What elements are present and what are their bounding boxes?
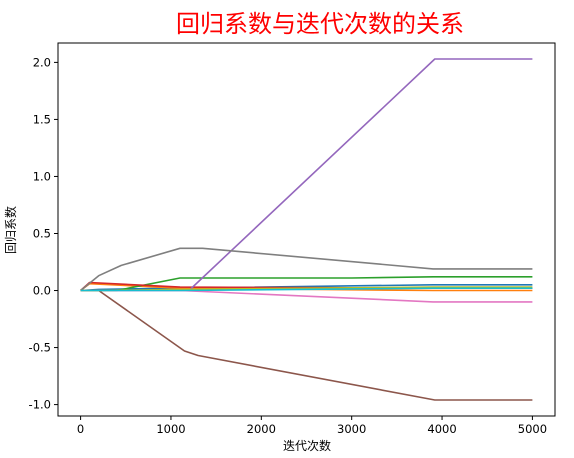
y-tick-label: 1.5	[33, 112, 51, 126]
x-tick-label: 0	[77, 422, 84, 436]
y-tick-label: -0.5	[29, 341, 51, 355]
series-line-8	[80, 247, 533, 292]
x-tick-label: 1000	[156, 422, 185, 436]
x-tick-label: 2000	[247, 422, 276, 436]
y-axis: -1.0 -0.5 0.0 0.5 1.0 1.5 2.0	[29, 55, 58, 412]
x-tick-label: 5000	[518, 422, 547, 436]
y-tick-label: 0.5	[33, 226, 51, 240]
plot-frame	[57, 42, 556, 417]
y-tick-label: 0.0	[33, 284, 51, 298]
y-axis-label: 回归系数	[3, 206, 18, 254]
y-tick-label: 2.0	[33, 55, 51, 69]
x-tick-label: 4000	[427, 422, 456, 436]
x-axis-label: 迭代次数	[283, 438, 331, 453]
x-tick-label: 3000	[337, 422, 366, 436]
series-line-7	[80, 289, 533, 303]
series-line-5	[80, 58, 533, 292]
y-tick-label: 1.0	[33, 169, 51, 183]
series-line-10	[80, 287, 533, 292]
chart-title: 回归系数与迭代次数的关系	[176, 10, 464, 38]
plot-area	[80, 58, 533, 401]
x-axis: 0 1000 2000 3000 4000 5000	[77, 416, 547, 436]
series-line-6	[80, 289, 533, 401]
y-tick-label: -1.0	[29, 398, 51, 412]
